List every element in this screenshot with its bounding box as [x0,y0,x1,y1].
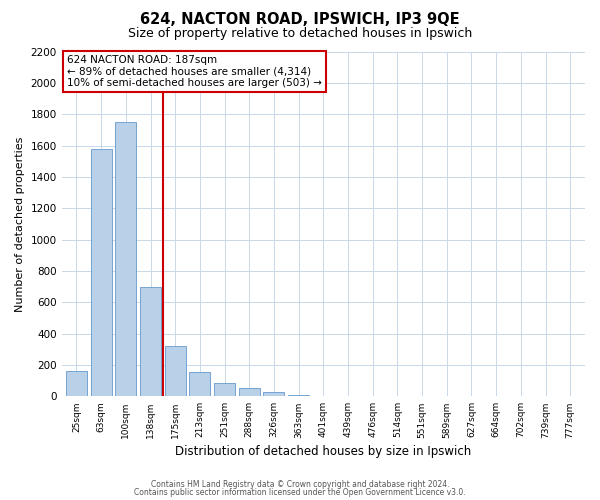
Bar [214,383,235,396]
Bar [190,372,211,396]
Bar [66,371,87,396]
Text: 624 NACTON ROAD: 187sqm
← 89% of detached houses are smaller (4,314)
10% of semi: 624 NACTON ROAD: 187sqm ← 89% of detache… [67,55,322,88]
X-axis label: Distribution of detached houses by size in Ipswich: Distribution of detached houses by size … [175,444,472,458]
Bar [263,392,284,396]
Bar [91,148,112,396]
Bar [288,395,309,396]
Text: Contains HM Land Registry data © Crown copyright and database right 2024.: Contains HM Land Registry data © Crown c… [151,480,449,489]
Bar [239,388,260,396]
Bar [140,286,161,397]
Text: Size of property relative to detached houses in Ipswich: Size of property relative to detached ho… [128,28,472,40]
Text: 624, NACTON ROAD, IPSWICH, IP3 9QE: 624, NACTON ROAD, IPSWICH, IP3 9QE [140,12,460,28]
Text: Contains public sector information licensed under the Open Government Licence v3: Contains public sector information licen… [134,488,466,497]
Bar [115,122,136,396]
Bar [165,346,186,397]
Y-axis label: Number of detached properties: Number of detached properties [15,136,25,312]
